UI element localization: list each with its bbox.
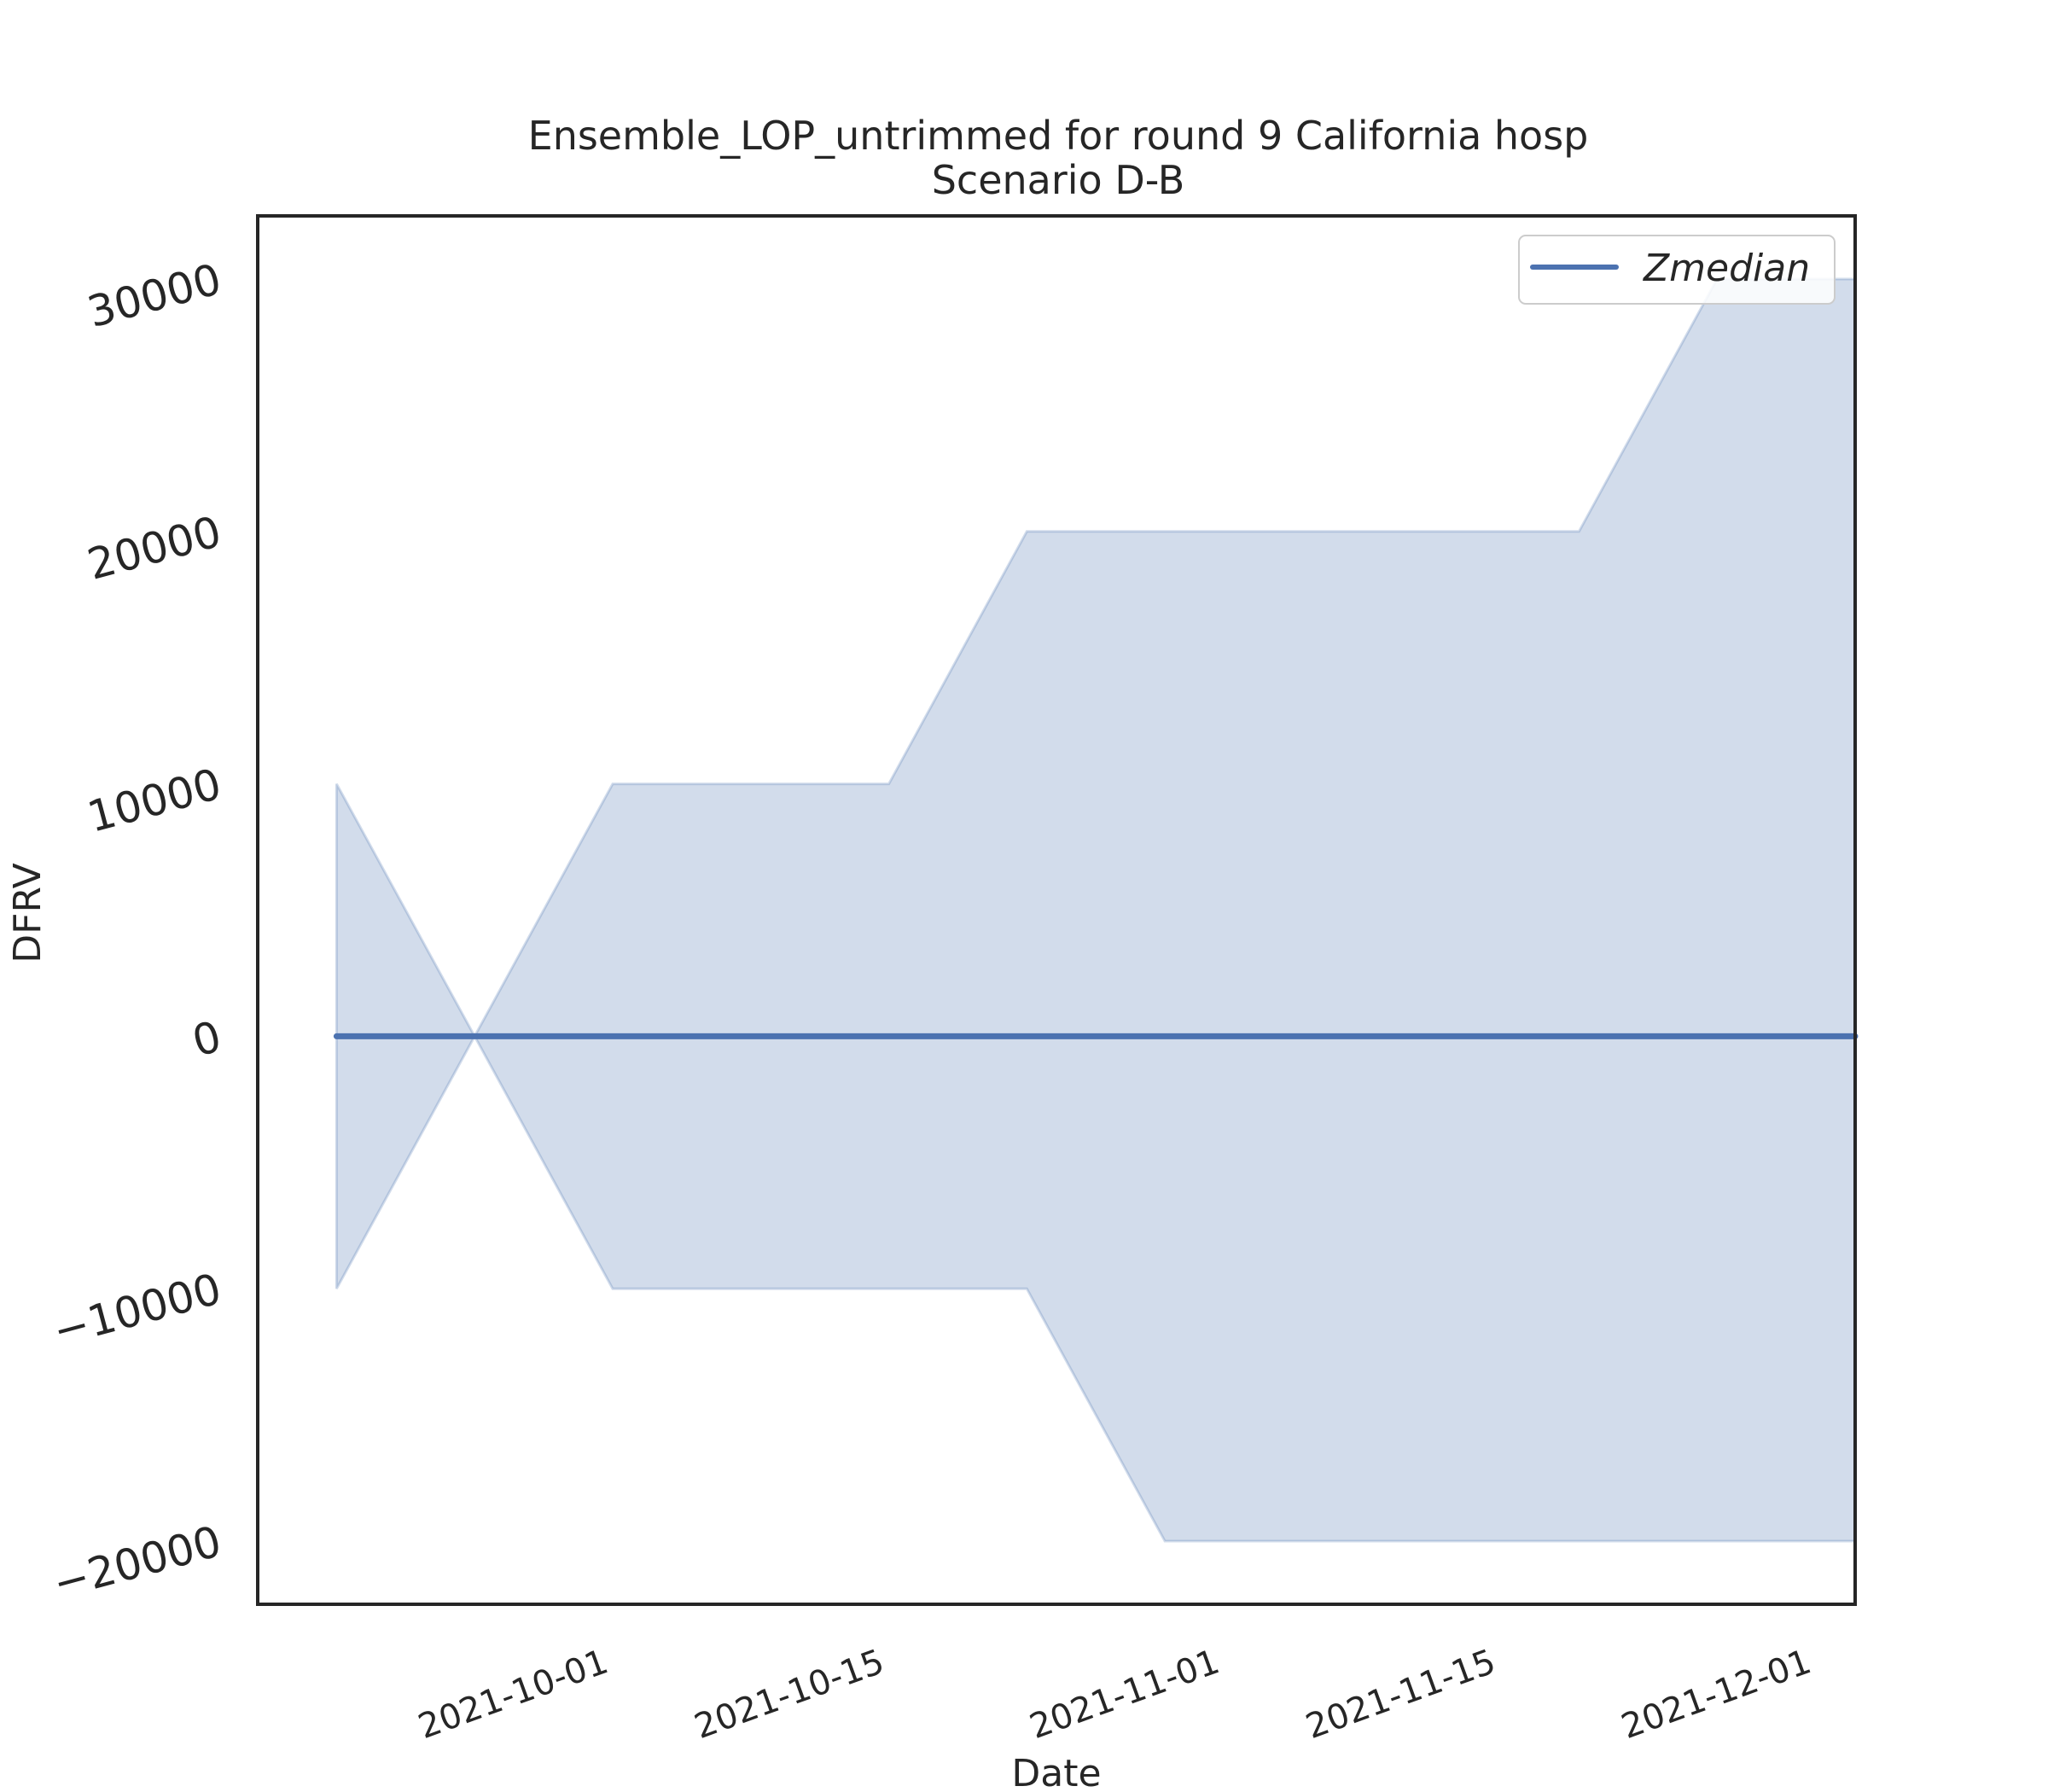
uncertainty-band xyxy=(335,277,1857,1543)
y-axis-label: DFRV xyxy=(6,863,49,963)
y-tick-label: −20000 xyxy=(48,1516,226,1609)
legend-label-zmedian: Zmedian xyxy=(1643,247,1810,290)
axes-frame xyxy=(256,214,1857,1606)
x-tick-label: 2021-10-15 xyxy=(689,1642,889,1747)
x-axis-ticks: 2021-10-01 2021-10-15 2021-11-01 2021-11-15… xyxy=(413,1642,1816,1747)
y-axis-ticks: −20000 −10000 0 10000 20000 30000 xyxy=(48,254,226,1609)
x-axis-label: Date xyxy=(1011,1752,1101,1792)
chart-subtitle: Scenario D-B xyxy=(932,157,1185,203)
x-tick-label: 2021-11-01 xyxy=(1025,1642,1225,1747)
y-tick-label: −10000 xyxy=(48,1264,226,1356)
y-tick-label: 10000 xyxy=(83,759,227,842)
plot-area xyxy=(333,277,1859,1543)
x-tick-label: 2021-10-01 xyxy=(413,1642,613,1747)
x-tick-label: 2021-12-01 xyxy=(1616,1642,1816,1747)
x-tick-label: 2021-11-15 xyxy=(1300,1642,1500,1747)
legend-box xyxy=(1518,235,1836,305)
y-tick-label: 20000 xyxy=(83,507,227,590)
chart-title: Ensemble_LOP_untrimmed for round 9 Calif… xyxy=(528,113,1589,159)
y-tick-label: 0 xyxy=(188,1011,227,1066)
legend: Zmedian xyxy=(1518,235,1836,305)
y-tick-label: 30000 xyxy=(83,254,227,337)
